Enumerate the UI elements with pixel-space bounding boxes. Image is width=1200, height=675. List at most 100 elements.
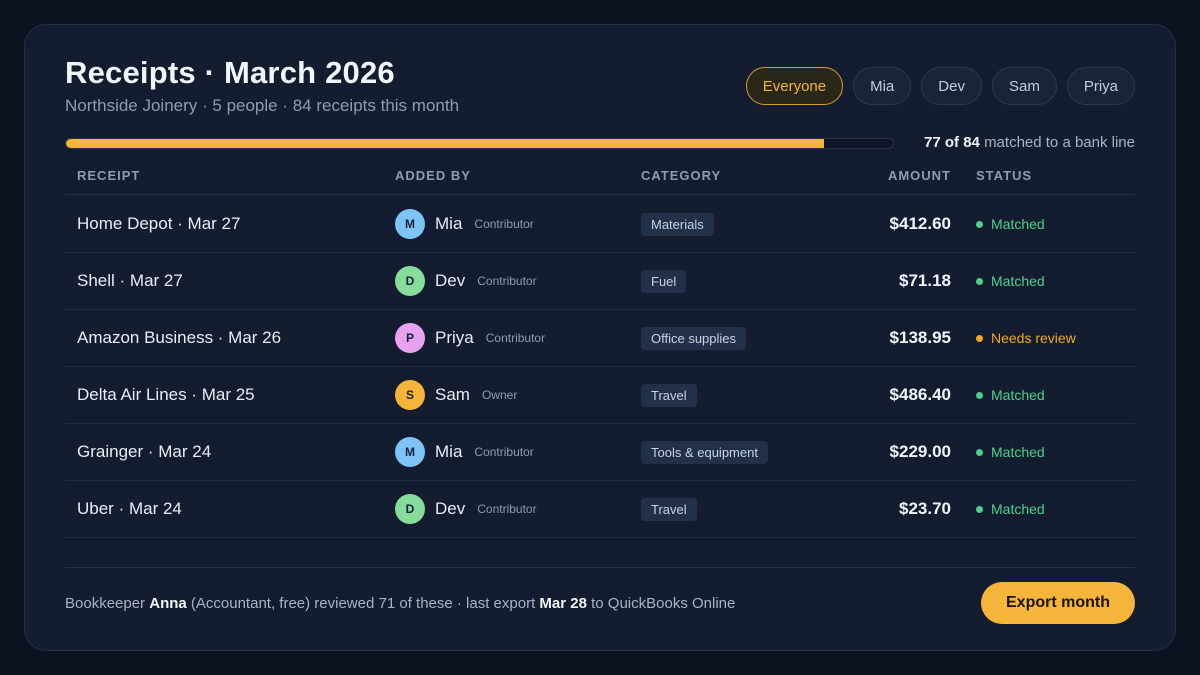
person-name: Dev xyxy=(435,499,466,518)
category-cell: Materials xyxy=(641,196,714,252)
person-filter-group: Everyone Mia Dev Sam Priya xyxy=(745,67,1135,105)
amount: $412.60 xyxy=(889,214,951,233)
status-badge: Matched xyxy=(991,387,1045,403)
category-tag: Office supplies xyxy=(641,326,747,350)
added-by: P Priya Contributor xyxy=(395,310,545,366)
category-tag: Travel xyxy=(641,497,697,521)
added-by: M Mia Contributor xyxy=(395,424,534,480)
match-progress-label: 77 of 84 matched to a bank line xyxy=(924,134,1135,151)
category-tag: Materials xyxy=(641,212,714,236)
status-badge: Needs review xyxy=(991,330,1076,346)
table-row[interactable]: Home Depot · Mar 27 M Mia Contributor Ma… xyxy=(65,196,1135,253)
table-row[interactable]: Delta Air Lines · Mar 25 S Sam Owner Tra… xyxy=(65,367,1135,424)
last-export-date: Mar 28 xyxy=(539,595,587,612)
category-tag: Tools & equipment xyxy=(641,440,768,464)
export-month-button[interactable]: Export month xyxy=(981,582,1135,624)
column-header-category: CATEGORY xyxy=(641,168,722,183)
status-badge: Matched xyxy=(991,444,1045,460)
status-badge: Matched xyxy=(991,216,1045,232)
receipt-name: Shell · Mar 27 xyxy=(77,271,183,290)
person-role: Contributor xyxy=(474,217,534,231)
table-row[interactable]: Grainger · Mar 24 M Mia Contributor Tool… xyxy=(65,424,1135,481)
filter-chip-everyone[interactable]: Everyone xyxy=(745,67,844,105)
table-row[interactable]: Uber · Mar 24 D Dev Contributor Travel $… xyxy=(65,481,1135,538)
table-row[interactable]: Amazon Business · Mar 26 P Priya Contrib… xyxy=(65,310,1135,367)
status-dot-icon xyxy=(976,220,983,228)
avatar: D xyxy=(395,266,425,296)
footer-divider xyxy=(65,567,1135,568)
page-title: Receipts · March 2026 xyxy=(65,55,395,90)
amount: $23.70 xyxy=(899,499,951,518)
amount: $486.40 xyxy=(889,385,951,404)
filter-chip-sam[interactable]: Sam xyxy=(991,67,1057,105)
status-dot-icon xyxy=(976,505,983,513)
added-by: D Dev Contributor xyxy=(395,481,537,537)
column-header-added-by: ADDED BY xyxy=(395,168,471,183)
receipt-name: Home Depot · Mar 27 xyxy=(77,214,241,233)
status-dot-icon xyxy=(976,334,983,342)
avatar: P xyxy=(395,323,425,353)
person-name: Mia xyxy=(435,214,463,233)
receipt-name: Grainger · Mar 24 xyxy=(77,442,212,461)
status-dot-icon xyxy=(976,391,983,399)
filter-chip-mia[interactable]: Mia xyxy=(853,67,912,105)
match-progress-fill xyxy=(66,139,825,148)
person-name: Sam xyxy=(435,385,470,404)
person-role: Contributor xyxy=(485,331,546,345)
column-header-receipt: RECEIPT xyxy=(77,168,141,183)
amount: $229.00 xyxy=(889,442,951,461)
status-badge: Matched xyxy=(991,273,1045,289)
category-cell: Travel xyxy=(641,481,697,537)
status-badge: Matched xyxy=(991,501,1045,517)
added-by: S Sam Owner xyxy=(395,367,517,423)
footer-summary: Bookkeeper Anna (Accountant, free) revie… xyxy=(65,595,735,612)
avatar: D xyxy=(395,494,425,524)
added-by: M Mia Contributor xyxy=(395,196,534,252)
status: Matched xyxy=(976,424,1045,480)
person-role: Contributor xyxy=(477,502,537,516)
page-subtitle: Northside Joinery · 5 people · 84 receip… xyxy=(65,96,460,115)
category-cell: Fuel xyxy=(641,253,687,309)
receipt-name: Delta Air Lines · Mar 25 xyxy=(77,385,255,404)
status: Matched xyxy=(976,367,1045,423)
match-count: 77 of 84 xyxy=(924,134,980,151)
match-progress-bar xyxy=(65,138,894,149)
category-tag: Travel xyxy=(641,383,697,407)
avatar: S xyxy=(395,380,425,410)
category-cell: Tools & equipment xyxy=(641,424,768,480)
amount: $71.18 xyxy=(899,271,951,290)
person-role: Owner xyxy=(481,388,518,402)
category-tag: Fuel xyxy=(641,269,687,293)
column-header-status: STATUS xyxy=(976,168,1033,183)
status-dot-icon xyxy=(976,448,983,456)
receipt-name: Uber · Mar 24 xyxy=(77,499,182,518)
amount: $138.95 xyxy=(889,328,951,347)
added-by: D Dev Contributor xyxy=(395,253,537,309)
footer-middle: (Accountant, free) reviewed 71 of these … xyxy=(190,595,536,612)
table-header: RECEIPT ADDED BY CATEGORY AMOUNT STATUS xyxy=(65,168,1135,195)
person-name: Mia xyxy=(435,442,463,461)
person-role: Contributor xyxy=(474,445,534,459)
person-role: Contributor xyxy=(477,274,537,288)
person-name: Priya xyxy=(435,328,474,347)
status: Matched xyxy=(976,481,1045,537)
filter-chip-dev[interactable]: Dev xyxy=(921,67,982,105)
status: Matched xyxy=(976,196,1045,252)
status: Matched xyxy=(976,253,1045,309)
status-dot-icon xyxy=(976,277,983,285)
table-row[interactable]: Shell · Mar 27 D Dev Contributor Fuel $7… xyxy=(65,253,1135,310)
status: Needs review xyxy=(976,310,1076,366)
category-cell: Office supplies xyxy=(641,310,747,366)
footer-suffix: to QuickBooks Online xyxy=(591,595,736,612)
receipts-card: Receipts · March 2026 Northside Joinery … xyxy=(24,24,1176,651)
filter-chip-priya[interactable]: Priya xyxy=(1066,67,1135,105)
footer-prefix: Bookkeeper xyxy=(65,595,146,612)
category-cell: Travel xyxy=(641,367,697,423)
bookkeeper-name: Anna xyxy=(149,595,187,612)
avatar: M xyxy=(395,209,425,239)
column-header-amount: AMOUNT xyxy=(887,168,951,183)
receipt-name: Amazon Business · Mar 26 xyxy=(77,328,282,347)
match-suffix: matched to a bank line xyxy=(984,134,1135,151)
avatar: M xyxy=(395,437,425,467)
person-name: Dev xyxy=(435,271,466,290)
